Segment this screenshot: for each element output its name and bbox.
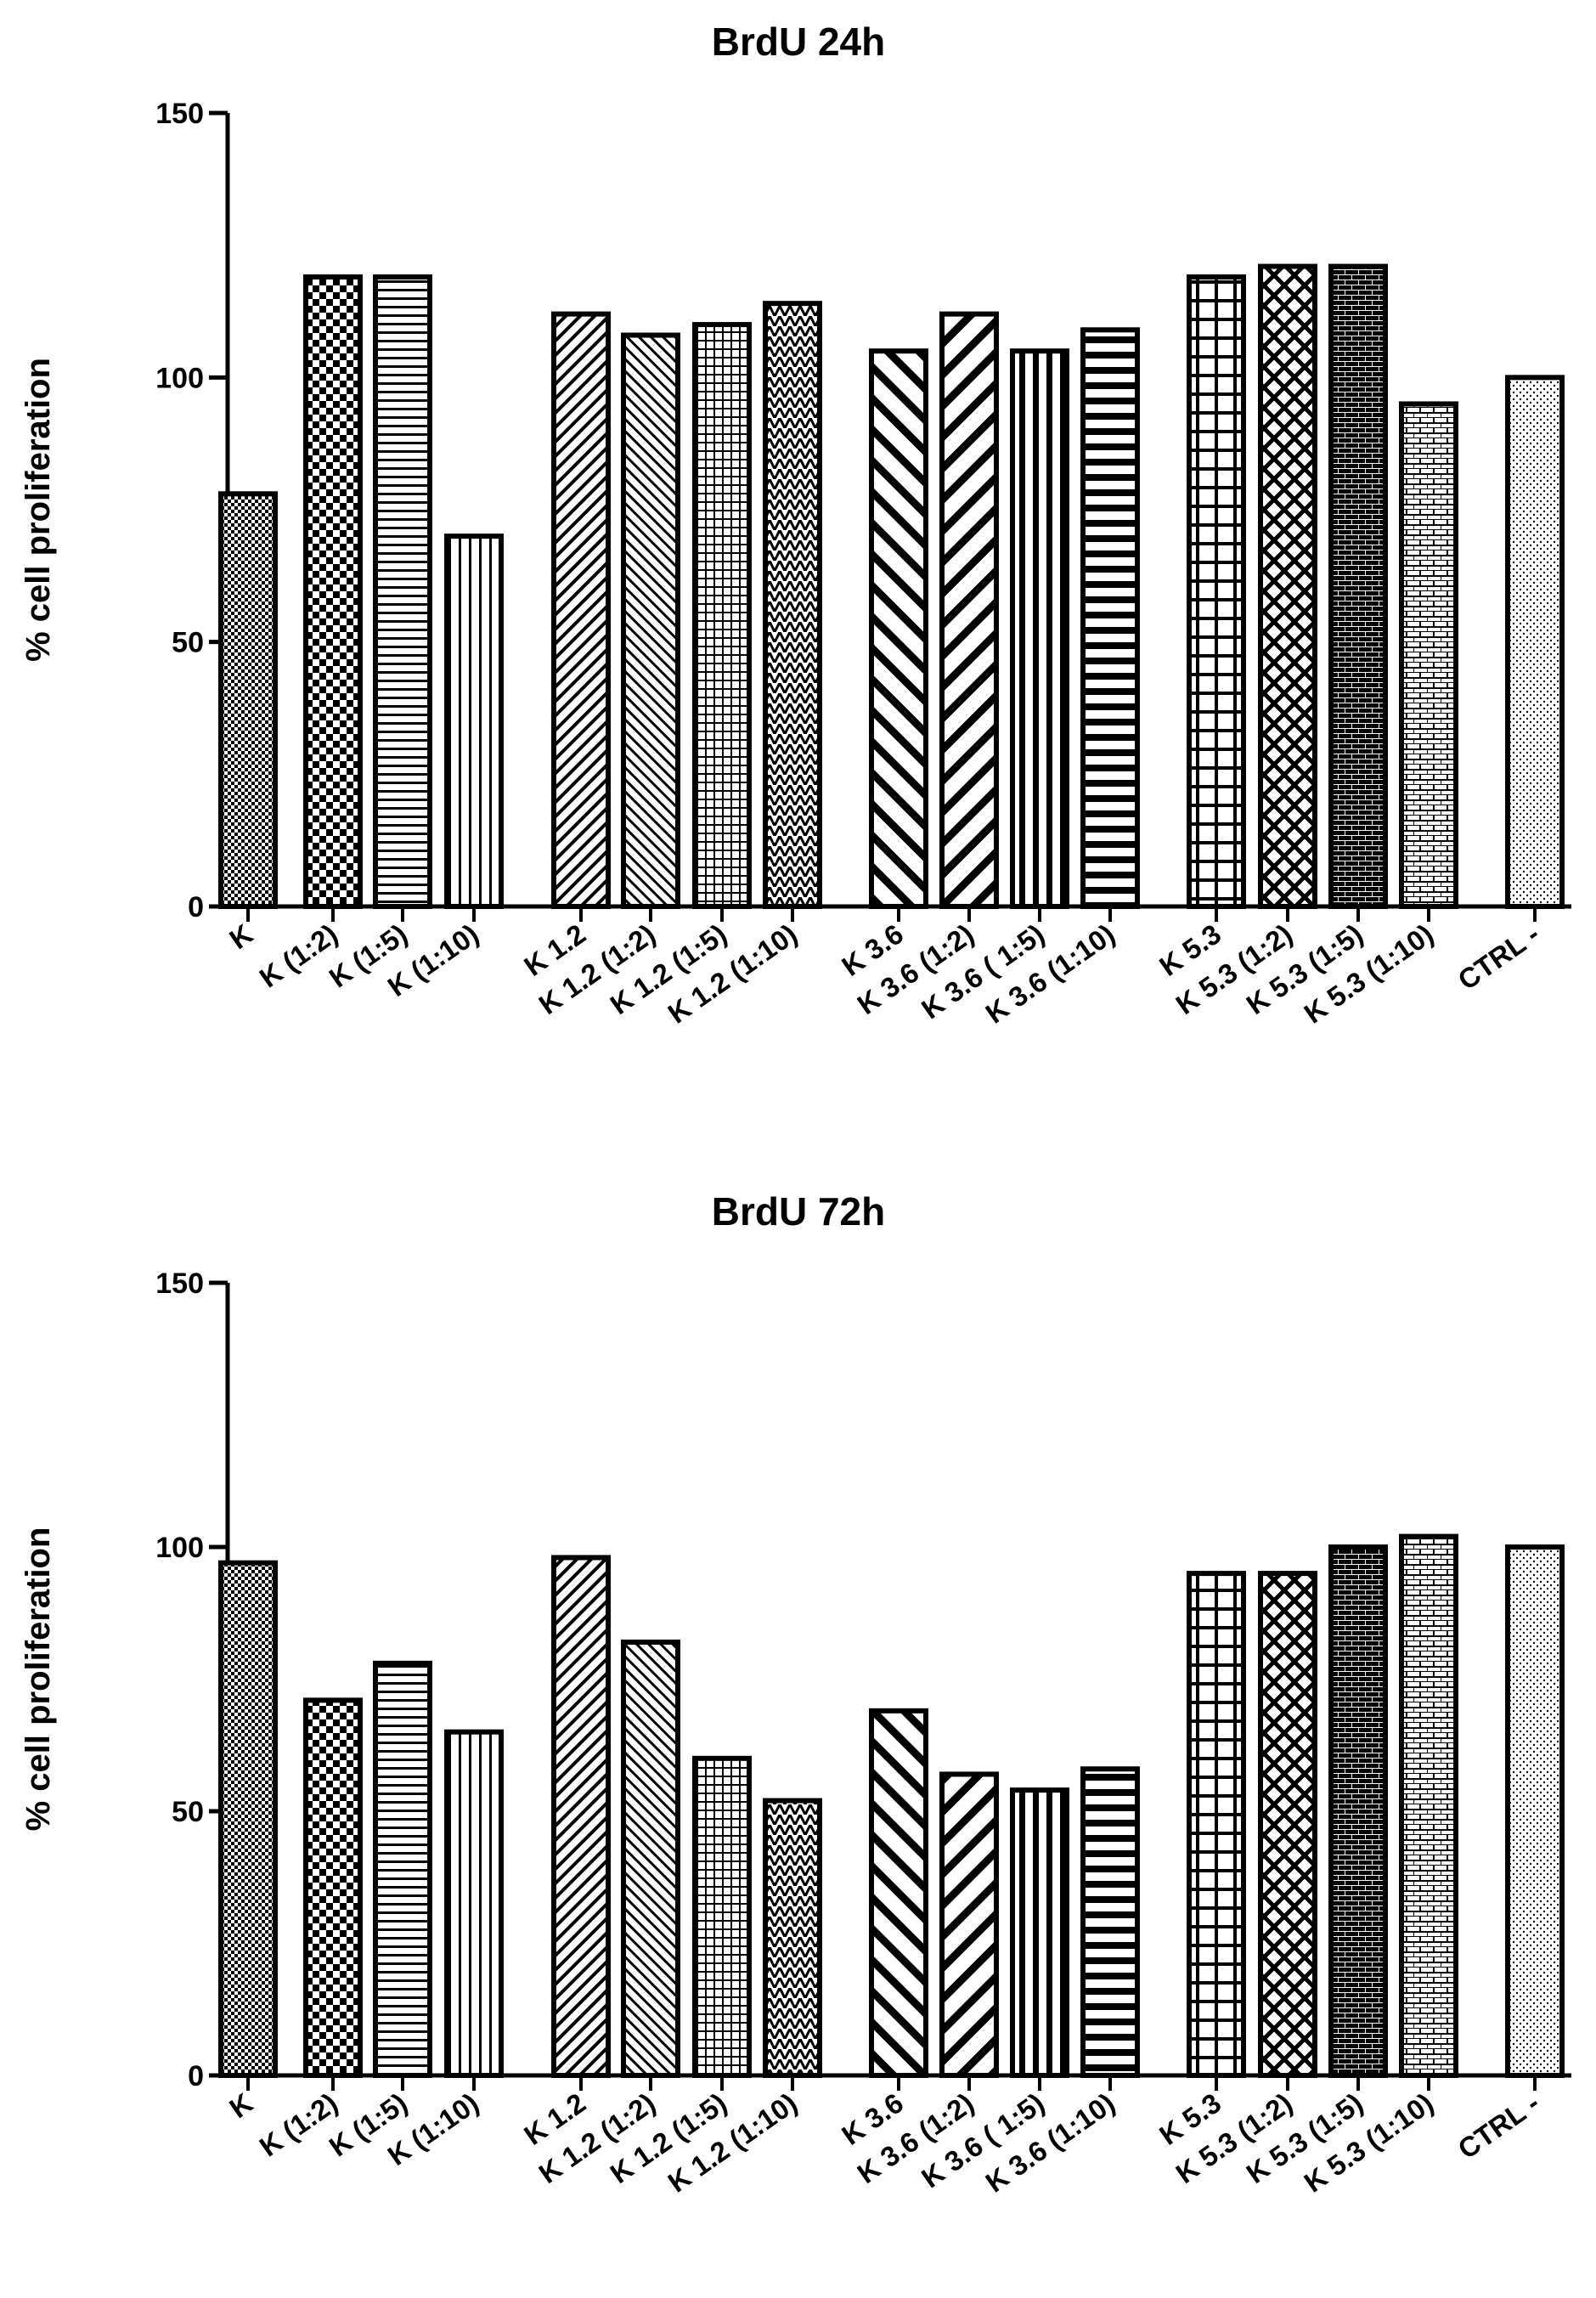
bar-k-5-3-1-2	[1258, 1571, 1317, 2078]
bar-k-3-6-1-5	[1010, 348, 1069, 909]
bar-k-5-3	[1187, 274, 1246, 909]
bar-k-1-2-1-2	[621, 1639, 680, 2078]
bar-k-3-6-1-10	[1080, 1766, 1140, 2078]
bar-k-5-3-1-5	[1328, 1544, 1388, 2078]
chart-brdu-72h: BrdU 72h % cell proliferation 0 50 100 150 KK …	[20, 1189, 1571, 2199]
bar-k-1-2-1-5	[692, 322, 752, 910]
x-tick-label: CTRL -	[1452, 918, 1545, 996]
bar-k-1-5	[373, 1660, 432, 2078]
x-tick-label: K (1:2)	[254, 918, 343, 993]
x-tick-label: K	[223, 2086, 258, 2124]
bar-k-3-6	[869, 1708, 928, 2078]
bar-k-3-6-1-2	[939, 311, 999, 909]
bar-k-1-2-1-10	[763, 1798, 822, 2079]
bar-k-5-3-1-10	[1399, 401, 1458, 909]
bar-k-1-2-1-2	[621, 332, 680, 909]
bar-k-3-6-1-2	[939, 1771, 999, 2078]
y-axis-label: % cell proliferation	[20, 1527, 57, 1832]
bar-k-3-6	[869, 348, 928, 909]
bar-k-1-2-1-5	[692, 1755, 752, 2079]
chart-title: BrdU 72h	[712, 1189, 885, 1234]
bar-ctrl	[1505, 1544, 1565, 2078]
y-axis-label: % cell proliferation	[20, 358, 57, 662]
y-tick-label: 0	[188, 891, 204, 923]
bar-k-1-2	[551, 311, 611, 909]
bar-k	[218, 1560, 278, 2079]
bar-k-1-10	[444, 534, 504, 910]
x-tick-label: K	[223, 918, 258, 955]
bar-k	[218, 491, 278, 909]
chart-brdu-24h: BrdU 24h % cell proliferation 0 50 100 150 KK …	[20, 20, 1571, 1030]
y-tick-label: 150	[155, 98, 204, 130]
bar-k-5-3-1-5	[1328, 263, 1388, 910]
bar-k-1-2	[551, 1555, 611, 2078]
y-tick-label: 100	[155, 362, 204, 394]
bar-k-5-3-1-10	[1399, 1533, 1458, 2079]
y-tick-label: 50	[172, 627, 204, 659]
chart-title: BrdU 24h	[712, 20, 885, 64]
bar-k-3-6-1-10	[1080, 327, 1140, 909]
bar-ctrl	[1505, 375, 1565, 910]
y-tick-label: 150	[155, 1268, 204, 1300]
bar-k-3-6-1-5	[1010, 1787, 1069, 2079]
y-tick-label: 100	[155, 1532, 204, 1564]
bar-k-1-2	[303, 274, 363, 909]
y-tick-label: 0	[188, 2060, 204, 2092]
bar-k-1-2-1-10	[763, 301, 822, 910]
bar-k-1-5	[373, 274, 432, 909]
y-tick-label: 50	[172, 1796, 204, 1828]
bar-k-1-2	[303, 1697, 363, 2078]
bar-k-5-3	[1187, 1571, 1246, 2078]
bar-k-5-3-1-2	[1258, 263, 1317, 910]
x-tick-label: K (1:2)	[254, 2086, 343, 2162]
x-tick-label: CTRL -	[1452, 2086, 1545, 2165]
bar-k-1-10	[444, 1729, 504, 2078]
